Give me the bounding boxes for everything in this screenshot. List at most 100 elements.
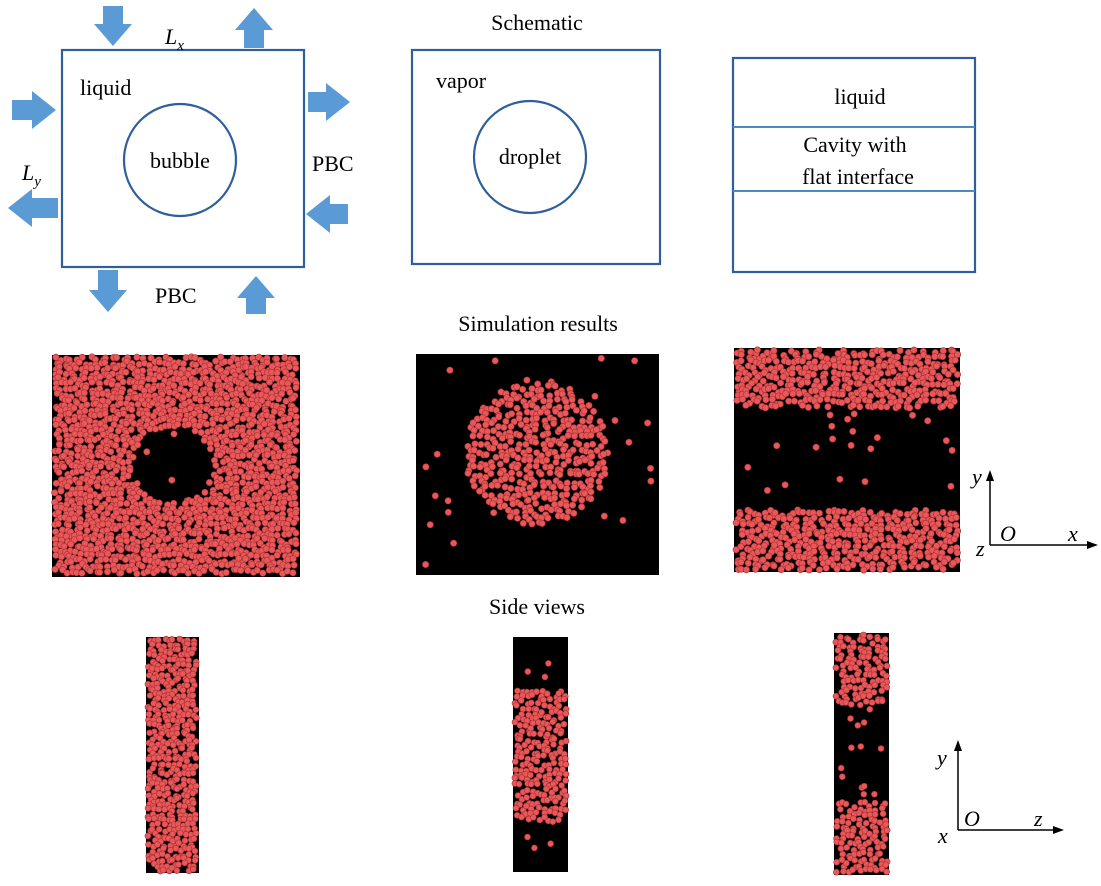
particle [149,764,157,772]
particle [134,555,142,563]
droplet-label: droplet [499,144,561,169]
particle [253,566,261,574]
particle [289,569,297,577]
particle [146,692,154,699]
particle [876,565,884,573]
particle [537,730,544,738]
particle [925,553,933,561]
particle [935,397,943,405]
particle [832,513,840,521]
particle [815,509,823,517]
particle [876,664,884,672]
particle [212,400,220,408]
particle [212,498,220,506]
particle [102,555,110,563]
particle [181,837,189,845]
particle [163,771,171,779]
particle [70,416,78,424]
particle [878,687,886,695]
particle [590,407,598,415]
particle [482,421,490,429]
particle [753,346,761,354]
particle [543,408,551,416]
particle [738,530,746,538]
particle [260,420,268,428]
particle [257,561,265,569]
particle [289,555,297,563]
particle [557,714,565,721]
particle [524,496,532,504]
particle [859,692,867,700]
particle [144,832,152,840]
particle [286,388,294,396]
particle [562,737,570,745]
particle [243,488,251,496]
particle [254,495,262,503]
particle [507,437,515,445]
particle [838,818,846,825]
particle [838,390,846,398]
particle [922,390,930,398]
particle [883,868,890,876]
particle [513,394,521,402]
particle [91,436,99,444]
particle [559,446,567,454]
particle [860,390,868,398]
particle [534,699,542,707]
particle [822,363,830,371]
particle [471,440,479,448]
particle [154,694,162,702]
particle [550,759,558,767]
particle [74,446,82,454]
particle [833,868,840,876]
z-axis-label: z [975,536,985,561]
particle [575,440,583,448]
particle [866,692,873,700]
particle [908,536,916,544]
particle [873,434,881,442]
particle [872,548,880,556]
particle [840,507,848,515]
particle [742,566,750,574]
particle [292,540,300,548]
particle [62,370,70,378]
particle [280,498,288,506]
particle [910,513,918,521]
particle [889,367,897,375]
particle [601,437,609,445]
particle [538,708,545,716]
particle [239,415,247,423]
particle [60,463,68,471]
particle [431,492,439,500]
particle [597,354,605,362]
particle [169,399,177,407]
particle [185,711,192,718]
particle [170,382,178,390]
particle [184,721,191,729]
particle [952,521,960,529]
particle [110,566,118,574]
particle [847,715,854,722]
particle [115,479,123,487]
particle [844,676,852,684]
particle [268,546,276,554]
arrow-up-icon [235,8,273,48]
particle [114,427,122,435]
sim-droplet-panel [416,354,659,575]
particle [543,690,551,698]
particle [92,467,100,475]
particle [855,809,863,817]
particle [161,820,169,828]
particle [547,506,555,514]
particle [482,451,490,459]
particle [879,351,887,359]
particle [426,521,434,529]
particle [594,464,602,472]
particle [878,391,886,399]
particle [947,402,955,410]
particle [278,390,286,398]
particle [180,781,187,788]
particle [245,473,253,481]
particle [600,512,608,520]
